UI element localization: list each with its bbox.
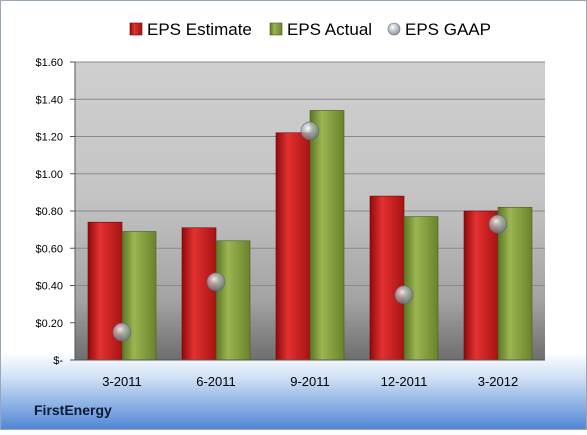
y-tick-label: $1.20 [35, 132, 63, 144]
company-name: FirstEnergy [34, 402, 112, 418]
y-tick-label: $1.00 [35, 169, 63, 181]
y-tick-label: $0.60 [35, 243, 63, 255]
legend: EPS Estimate EPS Actual EPS GAAP [129, 20, 491, 39]
gaap-markers [112, 121, 508, 342]
y-tick-label: $- [53, 355, 63, 367]
legend-swatch-eps-gaap [387, 22, 401, 36]
legend-swatch-eps-estimate [129, 22, 143, 36]
x-tick-label: 6-2011 [196, 374, 236, 389]
bar-eps-estimate [463, 210, 499, 361]
y-tick-label: $0.80 [35, 206, 63, 218]
legend-label: EPS Actual [287, 20, 372, 39]
legend-swatch-eps-actual [269, 22, 283, 36]
point-eps-gaap [206, 272, 226, 292]
point-eps-gaap [300, 121, 320, 141]
bar-eps-actual [121, 231, 157, 361]
bars [87, 110, 533, 361]
x-tick-label: 3-2012 [478, 374, 518, 389]
bar-eps-estimate [275, 132, 311, 361]
bar-eps-actual [215, 240, 251, 361]
point-eps-gaap [112, 322, 132, 342]
y-tick-label: $0.20 [35, 318, 63, 330]
y-tick-label: $1.60 [35, 57, 63, 69]
y-tick-label: $1.40 [35, 94, 63, 106]
x-tick-label: 9-2011 [290, 374, 330, 389]
legend-label: EPS GAAP [405, 20, 491, 39]
legend-label: EPS Estimate [147, 20, 252, 39]
point-eps-gaap [394, 285, 414, 305]
x-tick-label: 3-2011 [102, 374, 142, 389]
bar-eps-estimate [369, 195, 405, 361]
x-tick-label: 12-2011 [381, 374, 428, 389]
y-tick-label: $0.40 [35, 281, 63, 293]
bar-eps-actual [497, 206, 533, 361]
bar-eps-estimate [181, 227, 217, 361]
point-eps-gaap [488, 214, 508, 234]
bar-eps-actual [309, 110, 345, 361]
axes: $- $0.20 $0.40 $0.60 $0.80 $1.00 $1.20 $1.40 $1.… [35, 57, 545, 389]
